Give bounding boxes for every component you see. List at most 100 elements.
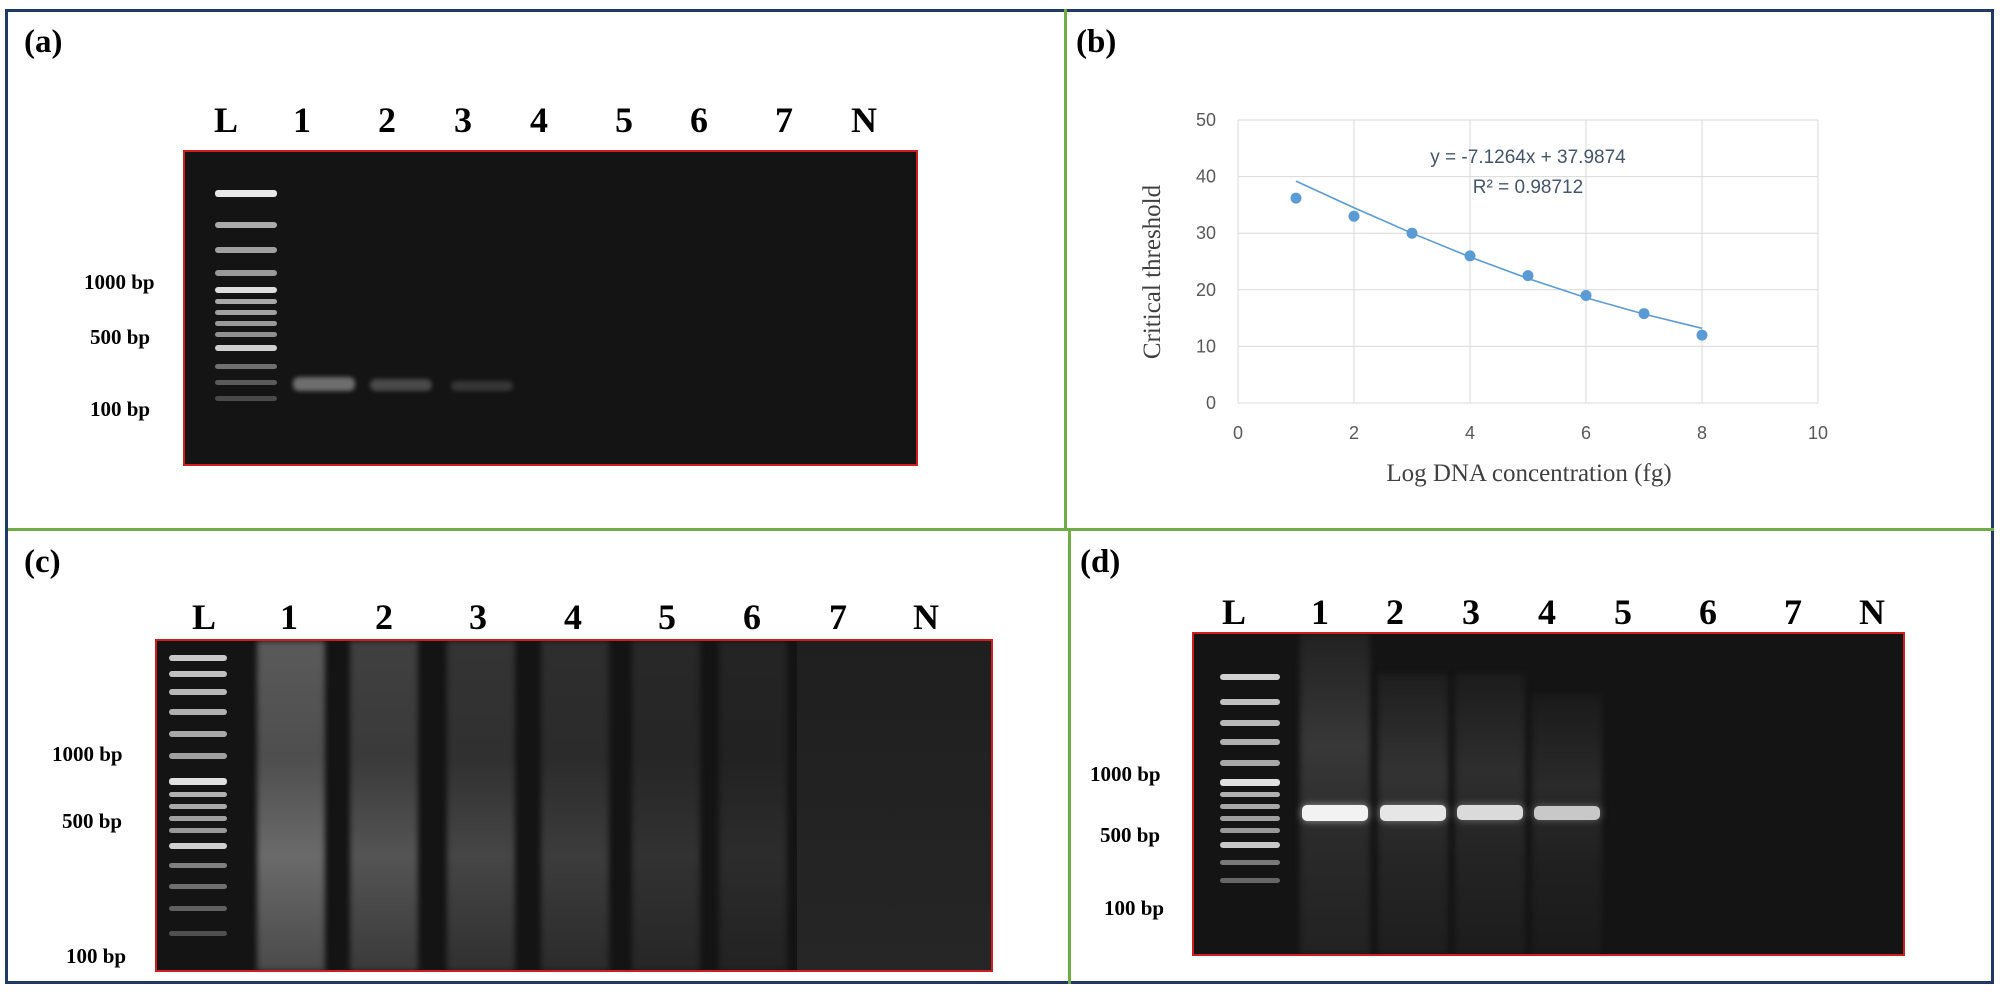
- ladder-band: [1220, 842, 1280, 848]
- ladder-band: [169, 778, 227, 785]
- marker-label-1000bp: 1000 bp: [1090, 762, 1161, 786]
- marker-label-500bp: 500 bp: [1100, 823, 1161, 847]
- sample-band-lane-2: [370, 379, 432, 391]
- x-axis-label: Log DNA concentration (fg): [1386, 460, 1671, 487]
- trendline: [1295, 180, 1703, 330]
- marker-label-100bp: 100 bp: [1104, 896, 1165, 920]
- sample-band-lane-3: [1457, 805, 1523, 820]
- lane-label-4: 4: [530, 100, 548, 140]
- panel-divider-bottom: [1068, 530, 1071, 984]
- ladder-band: [169, 906, 227, 911]
- x-tick-label: 4: [1465, 423, 1475, 443]
- marker-label-500bp: 500 bp: [90, 325, 151, 349]
- ladder-band: [215, 364, 277, 369]
- ladder-band: [1220, 720, 1280, 726]
- ladder-band: [169, 843, 227, 849]
- lane-label-ladder: L: [1221, 592, 1246, 632]
- smear-lane-1: [1300, 634, 1370, 954]
- ladder-band: [215, 310, 277, 315]
- gel-image-d: [1192, 632, 1905, 956]
- lane-label-negative: N: [1859, 592, 1885, 632]
- data-point: [1348, 210, 1360, 222]
- lane-label-4: 4: [564, 597, 582, 637]
- x-tick-label: 8: [1697, 423, 1707, 443]
- lane-label-3: 3: [469, 597, 487, 637]
- ladder-band: [169, 863, 227, 868]
- smear-lane-3: [447, 641, 515, 970]
- lane-label-6: 6: [690, 100, 708, 140]
- panel-label-c: (c): [24, 544, 61, 580]
- marker-label-1000bp: 1000 bp: [52, 742, 123, 766]
- ladder-band: [1220, 674, 1280, 680]
- lane-label-6: 6: [1699, 592, 1717, 632]
- lane-label-negative: N: [851, 100, 877, 140]
- y-tick-label: 50: [1196, 110, 1216, 130]
- data-point: [1464, 250, 1476, 262]
- ladder-band: [215, 270, 277, 276]
- ladder-band: [169, 709, 227, 715]
- x-tick-label: 0: [1233, 423, 1243, 443]
- marker-label-1000bp: 1000 bp: [84, 270, 155, 294]
- ladder-band: [1220, 804, 1280, 809]
- ladder-band: [169, 689, 227, 695]
- ladder-band: [215, 396, 277, 401]
- lane-label-1: 1: [1311, 592, 1329, 632]
- ladder-band: [169, 655, 227, 661]
- panel-divider-horizontal: [8, 528, 1994, 531]
- lane-label-7: 7: [1784, 592, 1802, 632]
- data-point: [1406, 227, 1418, 239]
- ladder-band: [1220, 699, 1280, 705]
- ladder-band: [215, 332, 277, 337]
- trendline-equation: y = -7.1264x + 37.9874: [1430, 147, 1626, 168]
- trendline-r-squared: R² = 0.98712: [1473, 177, 1583, 198]
- marker-label-100bp: 100 bp: [66, 944, 127, 968]
- ladder-band: [1220, 828, 1280, 833]
- figure-frame: [5, 9, 1994, 984]
- ladder-band: [169, 884, 227, 889]
- lane-label-5: 5: [658, 597, 676, 637]
- ladder-band: [215, 190, 277, 197]
- ladder-band: [1220, 739, 1280, 745]
- ladder-band: [215, 287, 277, 293]
- ladder-band: [1220, 816, 1280, 821]
- ladder-band: [169, 792, 227, 797]
- gel-image-a: [183, 150, 918, 466]
- smear-lane-2: [350, 641, 418, 970]
- y-tick-label: 0: [1206, 393, 1216, 413]
- y-tick-label: 10: [1196, 336, 1216, 356]
- data-point: [1638, 308, 1650, 320]
- lane-label-3: 3: [1462, 592, 1480, 632]
- lane-label-1: 1: [280, 597, 298, 637]
- lane-label-3: 3: [454, 100, 472, 140]
- smear-lane-6: [719, 641, 787, 970]
- smear-lane-1: [257, 641, 325, 970]
- ladder-band: [1220, 779, 1280, 786]
- lane-label-4: 4: [1538, 592, 1556, 632]
- x-tick-label: 10: [1808, 423, 1828, 443]
- sample-band-lane-3: [451, 381, 513, 391]
- ladder-band: [1220, 860, 1280, 865]
- ladder-band: [169, 828, 227, 833]
- lane-label-2: 2: [375, 597, 393, 637]
- sample-band-lane-4: [1534, 806, 1600, 820]
- marker-label-500bp: 500 bp: [62, 809, 123, 833]
- ladder-band: [215, 222, 277, 228]
- ladder-band: [1220, 760, 1280, 766]
- ladder-band: [215, 247, 277, 253]
- smear-lane-5: [632, 641, 700, 970]
- ladder-band: [1220, 792, 1280, 797]
- ladder-band: [169, 671, 227, 677]
- ladder-band: [215, 299, 277, 304]
- ladder-band: [169, 816, 227, 821]
- lane-label-ladder: L: [191, 597, 216, 637]
- panel-label-d: (d): [1080, 544, 1121, 580]
- ladder-band: [1220, 878, 1280, 883]
- ladder-band: [169, 804, 227, 809]
- smear-lane-4: [541, 641, 609, 970]
- panel-divider-top: [1064, 9, 1067, 530]
- lane-label-6: 6: [743, 597, 761, 637]
- smear-lane-7-n: [797, 641, 991, 970]
- sample-band-lane-1: [293, 377, 355, 391]
- lane-label-1: 1: [293, 100, 311, 140]
- y-axis-label: Critical threshold: [1139, 184, 1166, 359]
